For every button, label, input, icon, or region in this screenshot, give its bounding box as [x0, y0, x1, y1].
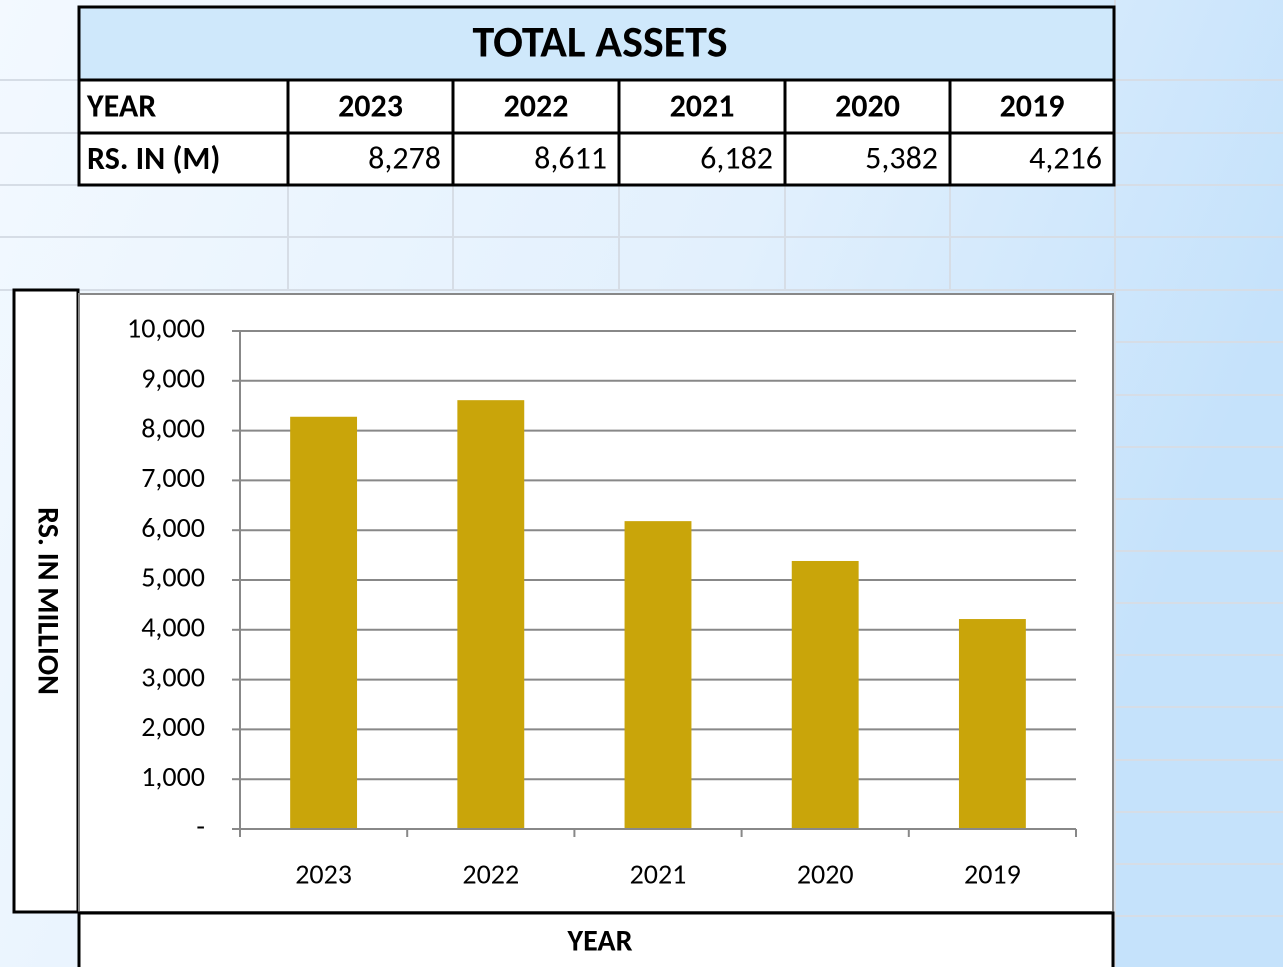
table-title: TOTAL ASSETS: [472, 15, 727, 69]
y-tick-label: 4,000: [141, 609, 205, 644]
y-tick-label: 9,000: [141, 360, 205, 395]
table-cell: [948, 131, 1116, 187]
table-text: 5,382: [865, 139, 938, 178]
y-tick-label: 10,000: [127, 311, 205, 346]
table-text: 2019: [1000, 86, 1065, 125]
bar: [958, 619, 1026, 829]
y-tick-label: 6,000: [141, 510, 205, 545]
table-cell: [451, 131, 621, 187]
x-tick-label: 2023: [295, 857, 352, 892]
y-tick-label: 2,000: [141, 709, 205, 744]
y-tick-label: 8,000: [141, 410, 205, 445]
x-label-box: [77, 911, 1115, 967]
y-axis-label: RS. IN MILLION: [30, 507, 67, 695]
y-tick-label: -: [196, 809, 205, 844]
table-cell: [617, 131, 787, 187]
table: YEAR 2023 2022 2021 2020 2019 RS. IN (M) 8,278 8…: [77, 78, 1116, 187]
plot: - 1,000 2,000 3,000 4,000 5,000 6,000 7,000 8,00…: [127, 311, 1077, 892]
table-cell: [77, 131, 290, 187]
x-axis-label: YEAR: [567, 922, 633, 959]
table-cell: [451, 78, 621, 135]
y-tick-label: 7,000: [141, 460, 205, 495]
table-text: 2021: [670, 86, 735, 125]
x-tick-label: 2019: [964, 857, 1021, 892]
y-label-box: [12, 288, 80, 914]
chart-area: [78, 293, 1114, 913]
table-text: 6,182: [700, 139, 773, 178]
x-tick-label: 2022: [462, 857, 519, 892]
table-text: 8,611: [534, 139, 607, 178]
bar: [624, 521, 692, 829]
table-text: 4,216: [1029, 139, 1102, 178]
x-tick-label: 2020: [797, 857, 854, 892]
table-text: 2022: [504, 86, 569, 125]
table-text: 2020: [835, 86, 900, 125]
bar: [457, 400, 525, 829]
table-cell: [77, 78, 290, 135]
x-tick-label: 2021: [630, 857, 687, 892]
table-text: YEAR: [86, 86, 156, 125]
y-tick-label: 5,000: [141, 560, 205, 595]
bar: [791, 560, 859, 829]
bar: [290, 416, 358, 829]
table-text: 2023: [338, 86, 403, 125]
table-text: RS. IN (M): [87, 139, 220, 178]
table-cell: [783, 78, 952, 135]
y-tick-label: 3,000: [141, 659, 205, 694]
table-text: 8,278: [368, 139, 441, 178]
y-tick-label: 1,000: [141, 759, 205, 794]
